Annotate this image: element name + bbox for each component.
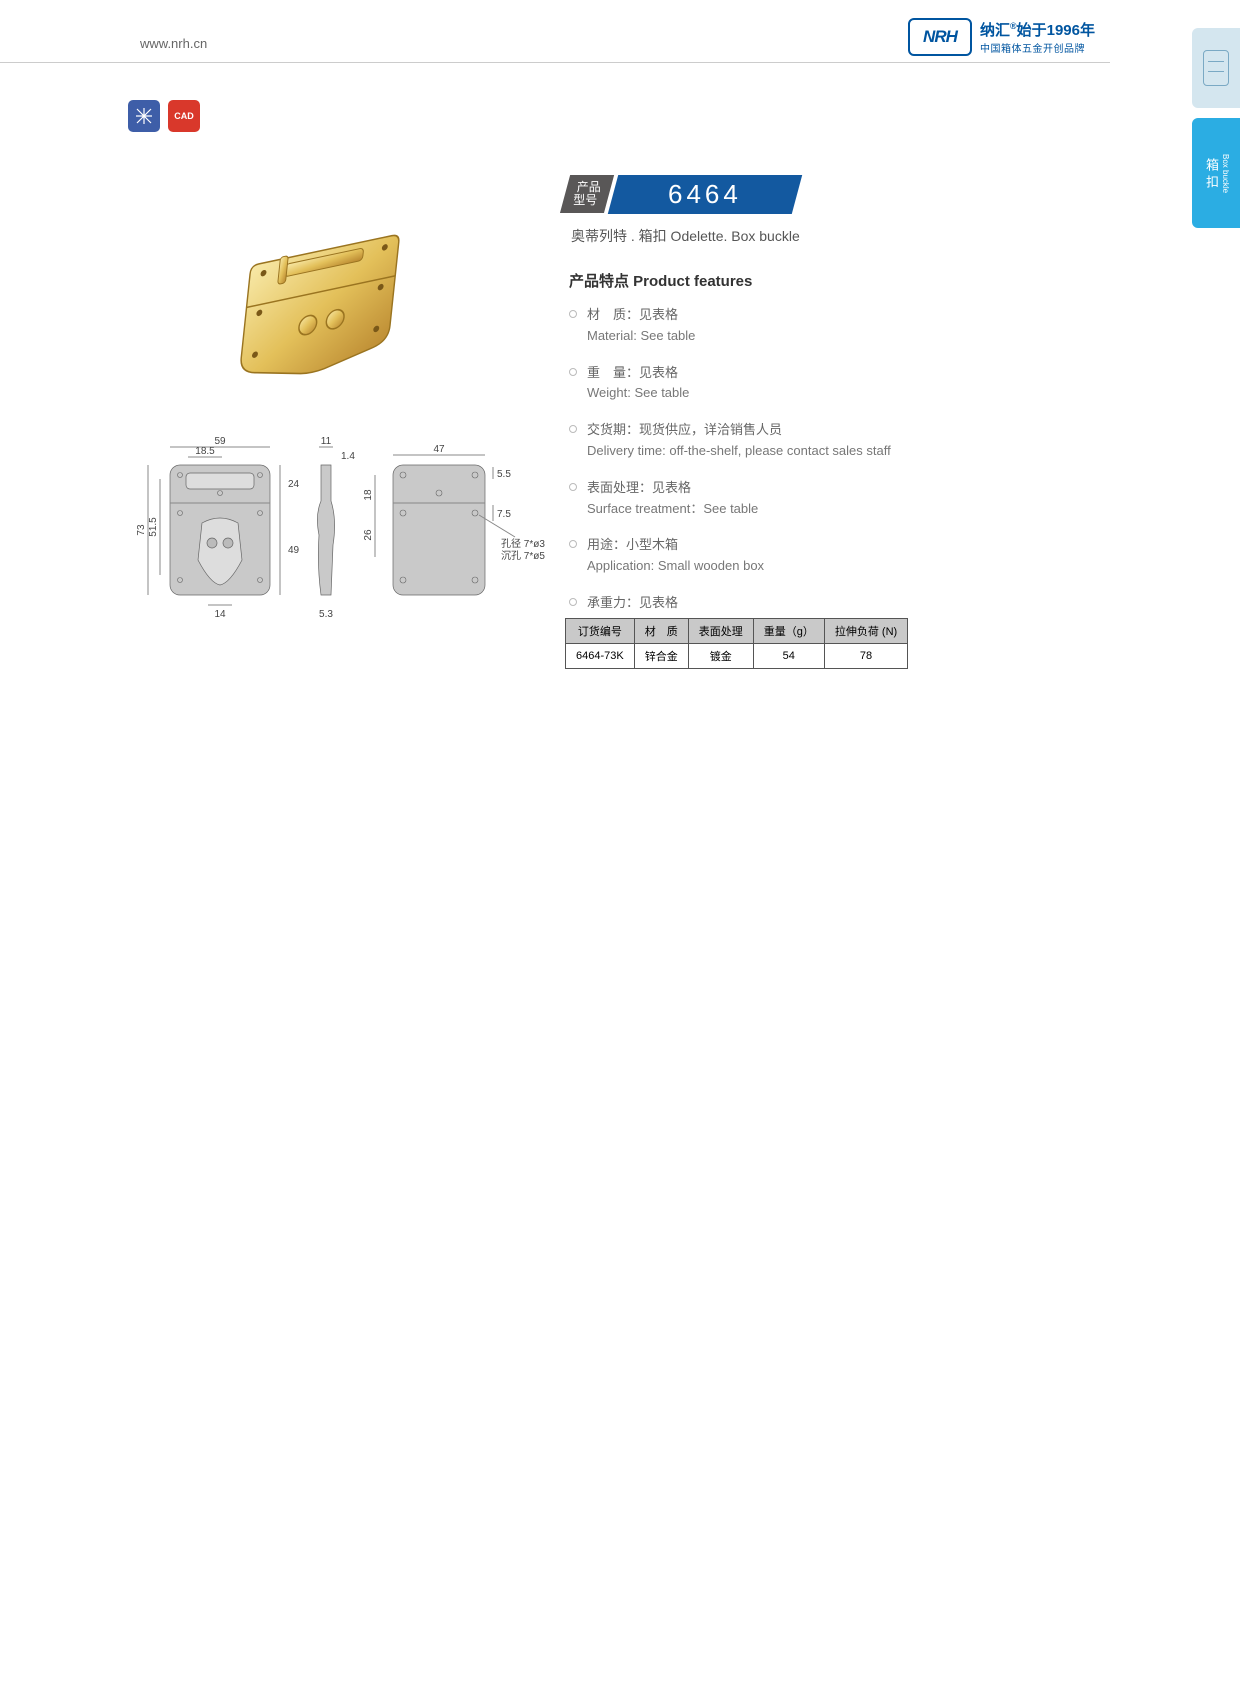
header-divider bbox=[0, 62, 1110, 63]
svg-text:24: 24 bbox=[288, 479, 300, 490]
table-header-cell: 材 质 bbox=[634, 619, 688, 644]
cad-icon[interactable]: CAD bbox=[168, 100, 200, 132]
feature-text: 用途：小型木箱Application: Small wooden box bbox=[587, 535, 764, 577]
table-cell: 54 bbox=[753, 644, 824, 669]
tab-label-en: Box buckle bbox=[1221, 154, 1230, 193]
feature-item: 材 质：见表格Material: See table bbox=[565, 305, 1125, 347]
svg-text:47: 47 bbox=[433, 444, 445, 455]
technical-drawing: 59 18.5 73 51.5 24 49 14 11 1.4 5.3 bbox=[135, 435, 545, 660]
action-icons: CAD bbox=[128, 100, 200, 132]
side-tab-product-icon[interactable] bbox=[1192, 28, 1240, 108]
info-column: 产品 型号 6464 奥蒂列特 . 箱扣 Odelette. Box buckl… bbox=[565, 175, 1125, 651]
svg-text:59: 59 bbox=[214, 436, 226, 447]
svg-text:51.5: 51.5 bbox=[148, 517, 159, 537]
table-row: 6464-73K锌合金镀金5478 bbox=[566, 644, 908, 669]
design-icon[interactable] bbox=[128, 100, 160, 132]
logo-cn: 纳汇 bbox=[980, 22, 1010, 39]
features-heading: 产品特点 Product features bbox=[569, 270, 1125, 291]
svg-text:孔径 7*ø3: 孔径 7*ø3 bbox=[501, 537, 545, 550]
feature-text: 表面处理：见表格Surface treatment：See table bbox=[587, 478, 758, 520]
bullet-icon bbox=[569, 483, 577, 491]
feature-item: 用途：小型木箱Application: Small wooden box bbox=[565, 535, 1125, 577]
feature-item: 交货期：现货供应，详洽销售人员Delivery time: off-the-sh… bbox=[565, 420, 1125, 462]
suitcase-icon bbox=[1203, 50, 1229, 86]
logo-badge: NRH bbox=[908, 18, 972, 56]
svg-text:18: 18 bbox=[363, 489, 374, 501]
table-cell: 78 bbox=[824, 644, 907, 669]
bullet-icon bbox=[569, 368, 577, 376]
table-header-cell: 表面处理 bbox=[688, 619, 753, 644]
feature-text: 交货期：现货供应，详洽销售人员Delivery time: off-the-sh… bbox=[587, 420, 891, 462]
table-header-cell: 订货编号 bbox=[566, 619, 635, 644]
website-url: www.nrh.cn bbox=[140, 36, 207, 51]
svg-text:26: 26 bbox=[363, 529, 374, 541]
product-name: 奥蒂列特 . 箱扣 Odelette. Box buckle bbox=[571, 226, 1125, 246]
table-cell: 6464-73K bbox=[566, 644, 635, 669]
brand-logo: NRH 纳汇®始于1996年 中国箱体五金开创品牌 bbox=[908, 18, 1095, 56]
svg-text:7.5: 7.5 bbox=[497, 509, 511, 520]
spec-table: 订货编号材 质表面处理重量（g）拉伸负荷 (N) 6464-73K锌合金镀金54… bbox=[565, 618, 908, 669]
feature-item: 表面处理：见表格Surface treatment：See table bbox=[565, 478, 1125, 520]
bullet-icon bbox=[569, 425, 577, 433]
page: www.nrh.cn NRH 纳汇®始于1996年 中国箱体五金开创品牌 箱扣 … bbox=[0, 0, 1240, 1683]
logo-top-line: 纳汇®始于1996年 bbox=[980, 19, 1095, 40]
table-header-cell: 拉伸负荷 (N) bbox=[824, 619, 907, 644]
bullet-icon bbox=[569, 598, 577, 606]
logo-text: 纳汇®始于1996年 中国箱体五金开创品牌 bbox=[980, 19, 1095, 55]
svg-text:14: 14 bbox=[214, 609, 226, 620]
table-cell: 锌合金 bbox=[634, 644, 688, 669]
svg-text:5.5: 5.5 bbox=[497, 469, 511, 480]
table-header-cell: 重量（g） bbox=[753, 619, 824, 644]
svg-text:73: 73 bbox=[136, 524, 147, 536]
svg-text:沉孔 7*ø5: 沉孔 7*ø5 bbox=[501, 549, 545, 562]
model-label: 产品 型号 bbox=[560, 175, 614, 213]
side-tab-category[interactable]: 箱扣 Box buckle bbox=[1192, 118, 1240, 228]
feature-text: 重 量：见表格Weight: See table bbox=[587, 363, 689, 405]
svg-text:18.5: 18.5 bbox=[195, 446, 215, 457]
svg-text:1.4: 1.4 bbox=[341, 451, 355, 462]
model-number: 6464 bbox=[608, 175, 802, 214]
logo-tagline: 中国箱体五金开创品牌 bbox=[980, 40, 1095, 55]
feature-text: 材 质：见表格Material: See table bbox=[587, 305, 695, 347]
svg-text:5.3: 5.3 bbox=[319, 609, 333, 620]
table-cell: 镀金 bbox=[688, 644, 753, 669]
table-header-row: 订货编号材 质表面处理重量（g）拉伸负荷 (N) bbox=[566, 619, 908, 644]
logo-since: 始于1996年 bbox=[1017, 22, 1095, 39]
svg-text:49: 49 bbox=[288, 545, 300, 556]
svg-text:11: 11 bbox=[321, 436, 332, 447]
bullet-icon bbox=[569, 540, 577, 548]
feature-item: 重 量：见表格Weight: See table bbox=[565, 363, 1125, 405]
product-render bbox=[190, 200, 450, 395]
model-badge: 产品 型号 6464 bbox=[565, 175, 1125, 214]
tab-label-cn: 箱扣 bbox=[1202, 158, 1221, 193]
features-list: 材 质：见表格Material: See table 重 量：见表格Weight:… bbox=[565, 305, 1125, 635]
bullet-icon bbox=[569, 310, 577, 318]
